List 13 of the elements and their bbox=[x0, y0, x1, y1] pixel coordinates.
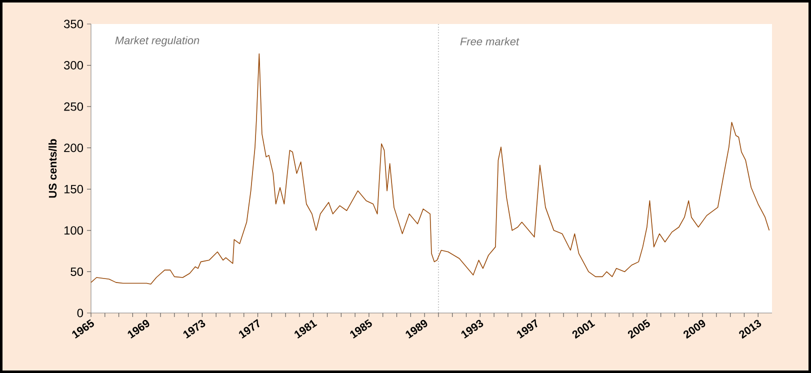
y-tick-label: 350 bbox=[64, 20, 84, 28]
annotation: Market regulation bbox=[115, 36, 200, 46]
y-axis-title: US cents/lb bbox=[48, 139, 57, 198]
y-tick-label: 0 bbox=[77, 308, 84, 318]
y-tick-label: 300 bbox=[64, 61, 84, 70]
y-tick-label: 150 bbox=[64, 184, 84, 194]
x-tick-label: 1981 bbox=[294, 320, 318, 339]
line-series bbox=[90, 53, 770, 284]
annotation: Free market bbox=[460, 37, 520, 46]
y-tick-label: 200 bbox=[64, 144, 84, 152]
y-tick-label: 100 bbox=[64, 226, 84, 235]
y-tick-label: 250 bbox=[64, 102, 84, 111]
y-tick-label: 50 bbox=[70, 267, 84, 276]
